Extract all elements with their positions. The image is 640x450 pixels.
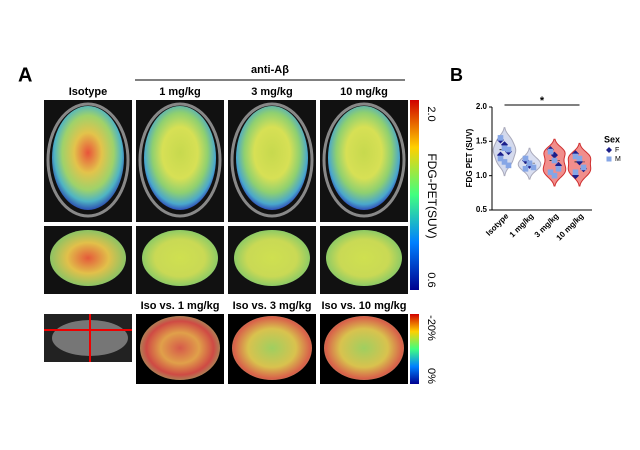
point: [547, 148, 554, 155]
point: [501, 145, 508, 151]
y-tick-label: 0.5: [476, 205, 488, 214]
legend-marker: [606, 156, 612, 162]
comparison-row: [44, 314, 408, 384]
axial-row: [44, 100, 408, 222]
point: [530, 164, 537, 171]
colorbar: [410, 314, 419, 384]
x-tick-label: 10 mg/kg: [555, 211, 586, 242]
point: [551, 172, 558, 179]
legend-title: Sex: [604, 134, 620, 144]
point: [501, 159, 508, 165]
point: [505, 146, 512, 153]
comparison-header: Iso vs. 10 mg/kg: [322, 300, 407, 312]
pet-image: [328, 106, 400, 210]
point: [547, 169, 554, 176]
skull: [230, 102, 314, 218]
point: [522, 166, 529, 172]
point: [576, 155, 583, 162]
pet-image: [52, 106, 124, 210]
legend-label: F: [615, 147, 619, 154]
colorbar-max: 2.0: [425, 106, 437, 121]
diff-image: [140, 316, 220, 380]
point: [497, 155, 504, 162]
significance-label: *: [540, 95, 545, 107]
panel-label: A: [18, 64, 32, 86]
point: [522, 155, 529, 162]
point: [572, 153, 579, 160]
colorbar-max: -20%: [425, 315, 437, 341]
y-tick-label: 1.0: [476, 171, 488, 180]
point: [555, 166, 562, 172]
panel-a: A anti-Aβ Isotype 1 mg/kg 3 mg/kg 10 mg/…: [18, 64, 439, 384]
pet-image: [144, 106, 216, 210]
pet-image: [326, 230, 402, 286]
colorbar-min: 0.6: [425, 272, 437, 287]
pet-image: [50, 230, 126, 286]
skull: [138, 102, 222, 218]
coronal-row: [44, 226, 408, 294]
colorbar-min: 0%: [425, 368, 437, 384]
comparison-header: Iso vs. 1 mg/kg: [141, 300, 220, 312]
legend-label: M: [615, 156, 621, 163]
pet-image: [234, 230, 310, 286]
colorbar: [410, 100, 419, 290]
skull: [46, 102, 130, 218]
pet-image: [142, 230, 218, 286]
column-header: 3 mg/kg: [251, 86, 293, 98]
pet-image: [236, 106, 308, 210]
point: [572, 169, 579, 176]
point: [551, 157, 558, 164]
colorbar-title: FDG-PET(SUV): [425, 153, 439, 238]
y-tick-label: 2.0: [476, 102, 488, 111]
y-axis-label: FDG PET (SUV): [465, 128, 474, 187]
y-tick-label: 1.5: [476, 136, 488, 145]
column-header: 10 mg/kg: [340, 86, 388, 98]
point: [497, 135, 504, 141]
column-header: 1 mg/kg: [159, 86, 201, 98]
point: [526, 160, 533, 167]
x-tick-label: 1 mg/kg: [508, 211, 536, 239]
column-header: Isotype: [69, 86, 108, 98]
group-header: anti-Aβ: [251, 64, 289, 76]
comparison-header: Iso vs. 3 mg/kg: [233, 300, 312, 312]
point: [580, 164, 587, 171]
diff-image: [232, 316, 312, 380]
legend-marker: [606, 147, 612, 153]
diff-image: [324, 316, 404, 380]
skull: [322, 102, 406, 218]
point: [505, 162, 512, 169]
violin: [492, 127, 517, 177]
x-tick-label: Isotype: [484, 211, 511, 238]
panel-label: B: [450, 65, 463, 85]
